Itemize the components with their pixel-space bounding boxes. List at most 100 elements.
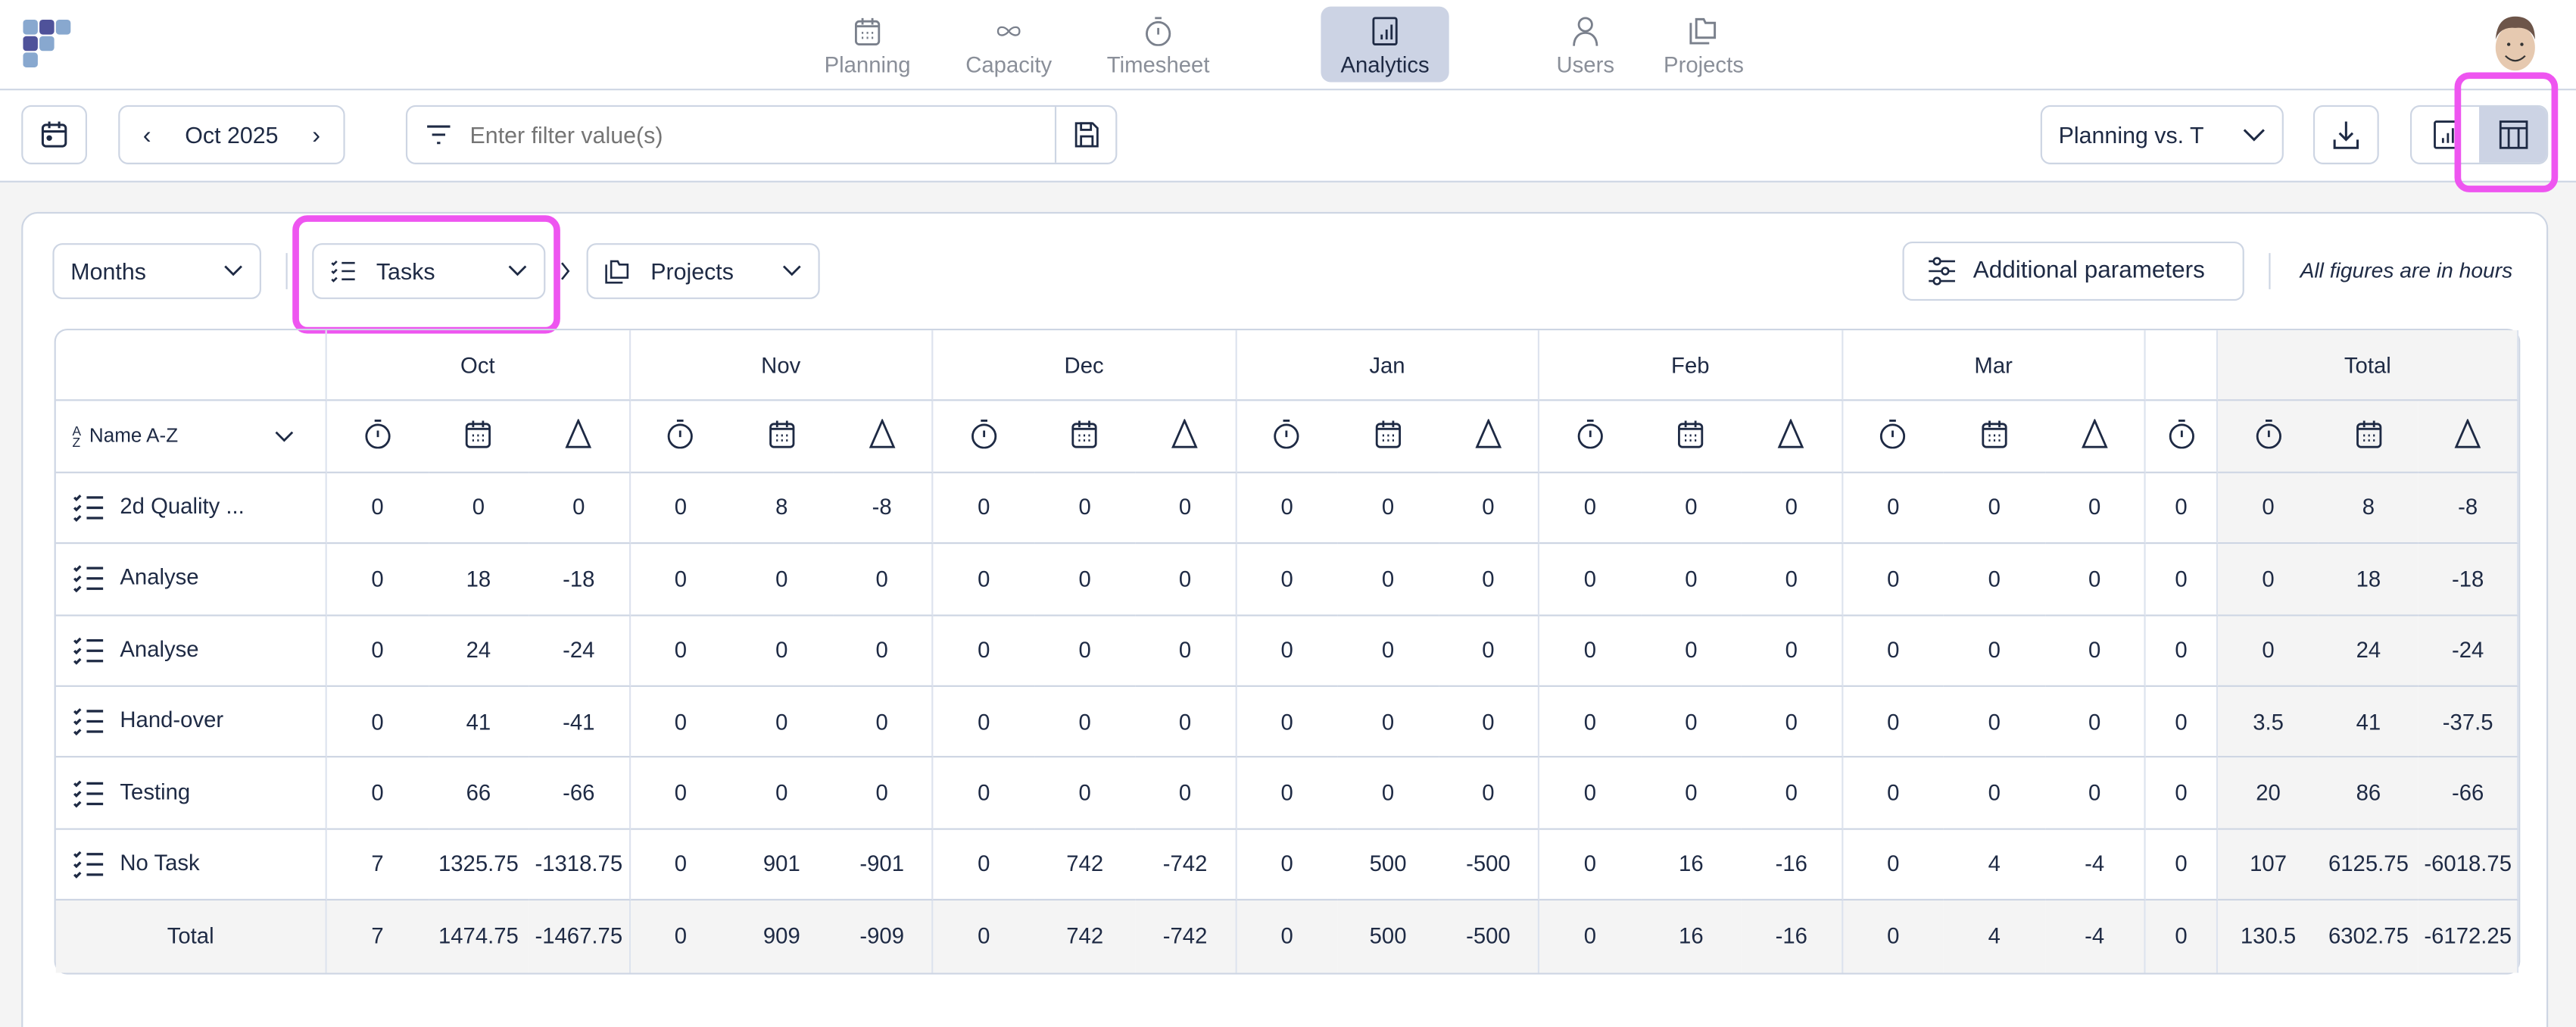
task-list-icon	[331, 261, 355, 283]
save-filter-button[interactable]	[1054, 107, 1115, 163]
sliders-icon	[1929, 257, 1955, 286]
filter-input[interactable]	[469, 121, 1037, 148]
value-cell: 0	[1842, 545, 1944, 616]
metric-header	[1640, 401, 1742, 473]
value-cell: 1325.75	[428, 829, 529, 901]
report-panel	[21, 211, 2549, 1027]
table-row[interactable]: Testing 0 66 -66 0 0 0 0 0 0 0 0 0 0 0 0 0 0 0 0 20 86 -66	[55, 757, 2519, 830]
table-row[interactable]: Analyse 0 24 -24 0 0 0 0 0 0 0 0 0 0 0 0 0 0 0 0 0 24 -24	[55, 615, 2519, 687]
total-value-cell: -6172.25	[2419, 901, 2519, 972]
nav-item-analytics[interactable]: Analytics	[1321, 6, 1449, 83]
table-row[interactable]: Hand-over 0 41 -41 0 0 0 0 0 0 0 0 0 0 0 0 0 0 0 0 3.5 41 -37.…	[55, 686, 2519, 758]
value-cell: 0	[731, 616, 833, 687]
value-cell: 0	[1236, 758, 1338, 830]
group-by-primary-select[interactable]: Tasks	[312, 243, 546, 299]
total-value-cell: 41	[2318, 686, 2419, 758]
value-cell: 0	[1539, 687, 1641, 758]
value-cell: 0	[1034, 473, 1136, 545]
report-type-select[interactable]: Planning vs. T	[2040, 105, 2284, 164]
value-cell: 0	[2044, 615, 2146, 687]
delta-icon	[2453, 418, 2483, 454]
value-cell: 500	[1337, 901, 1439, 972]
value-cell: 0	[1034, 687, 1136, 758]
value-cell: 4	[1944, 901, 2045, 972]
value-cell: 0	[1640, 687, 1742, 758]
delta-icon	[867, 418, 897, 454]
table-row[interactable]: Analyse 0 18 -18 0 0 0 0 0 0 0 0 0 0 0 0 0 0 0 0 0 18 -18	[55, 544, 2519, 616]
task-list-icon	[72, 565, 120, 594]
group-by-secondary-value: Projects	[650, 258, 734, 285]
granularity-select[interactable]: Months	[52, 243, 261, 299]
stopwatch-icon	[1143, 17, 1173, 53]
value-cell: 0	[630, 829, 731, 901]
date-picker-button[interactable]	[21, 105, 87, 164]
row-name: Hand-over	[120, 707, 224, 733]
corner-cell	[55, 330, 327, 402]
metric-header	[428, 401, 529, 473]
group-by-primary-value: Tasks	[376, 258, 435, 285]
group-by-secondary-select[interactable]: Projects	[586, 243, 820, 299]
nav-item-timesheet[interactable]: Timesheet	[1094, 7, 1222, 83]
value-cell: 7	[326, 901, 429, 972]
previous-period-button[interactable]: ‹	[142, 120, 151, 149]
next-period-button[interactable]: ›	[312, 120, 321, 149]
value-cell: 0	[1742, 686, 1843, 758]
value-cell: 0	[933, 616, 1034, 687]
total-value-cell: 3.5	[2218, 686, 2319, 758]
nav-item-projects[interactable]: Projects	[1639, 7, 1767, 83]
value-cell: 0	[2145, 473, 2219, 545]
table-row[interactable]: 2d Quality ... 0 0 0 0 8 -8 0 0 0 0 0 0 0 0 0 0 0 0 0 0 8 -8	[55, 473, 2519, 545]
download-button[interactable]	[2312, 105, 2379, 164]
sort-select[interactable]: A Z Name A-Z	[55, 401, 327, 473]
nav-item-users[interactable]: Users	[1521, 7, 1649, 83]
value-cell: -500	[1438, 901, 1540, 972]
total-value-cell: 0	[2218, 473, 2319, 545]
value-cell: 0	[1742, 473, 1843, 545]
total-value-cell: -37.5	[2419, 686, 2519, 758]
value-cell: 0	[1438, 615, 1540, 687]
value-cell: 0	[1842, 758, 1944, 830]
additional-parameters-button[interactable]: Additional parameters	[1902, 241, 2244, 301]
app-logo[interactable]	[23, 20, 98, 72]
nav-item-planning[interactable]: Planning	[803, 7, 931, 83]
view-toggle	[2409, 105, 2549, 164]
chevron-down-icon	[2243, 129, 2265, 142]
metric-header	[933, 401, 1034, 473]
value-cell: 0	[1135, 757, 1237, 830]
value-cell: 0	[1236, 901, 1338, 972]
chevron-down-icon	[275, 430, 294, 442]
value-cell: 0	[1236, 687, 1338, 758]
metric-header	[1539, 401, 1641, 473]
nav-item-label: Planning	[824, 52, 911, 77]
chevron-down-icon	[508, 265, 527, 276]
value-cell: 742	[1034, 901, 1136, 972]
chevron-down-icon	[224, 265, 242, 276]
user-avatar[interactable]	[2484, 11, 2547, 74]
chart-view-button[interactable]	[2412, 107, 2479, 163]
value-cell: 0	[1539, 829, 1641, 901]
value-cell: 0	[326, 758, 429, 830]
nav-item-capacity[interactable]: Capacity	[945, 7, 1073, 83]
value-cell: 0	[1034, 758, 1136, 830]
stopwatch-icon	[1575, 420, 1605, 454]
table-view-button[interactable]	[2479, 107, 2547, 163]
value-cell: 0	[731, 687, 833, 758]
value-cell: 16	[1640, 901, 1742, 972]
nav-item-label: Analytics	[1340, 52, 1430, 77]
bar-chart-icon	[1371, 17, 1400, 53]
value-cell: 0	[832, 615, 934, 687]
total-value-cell: -8	[2419, 473, 2519, 545]
table-row[interactable]: No Task 7 1325.75 -1318.75 0 901 -901 0 742 -742 0…	[55, 829, 2519, 901]
stopwatch-icon	[666, 420, 695, 454]
value-cell: 742	[1034, 829, 1136, 901]
filter-box	[405, 105, 1118, 164]
value-cell: -8	[832, 473, 934, 545]
value-cell: 0	[1640, 616, 1742, 687]
total-value-cell: 6302.75	[2318, 901, 2419, 972]
value-cell: -742	[1135, 901, 1237, 972]
value-cell: 1474.75	[428, 901, 529, 972]
stopwatch-icon	[1879, 420, 1908, 454]
value-cell: 0	[933, 545, 1034, 616]
value-cell: 0	[1337, 616, 1439, 687]
total-value-cell: 86	[2318, 757, 2419, 830]
